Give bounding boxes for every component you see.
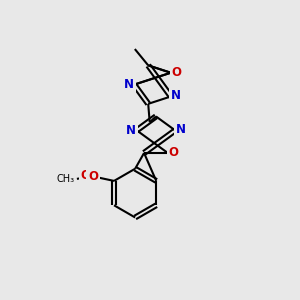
Text: N: N: [124, 78, 134, 91]
Text: O: O: [81, 169, 91, 182]
Text: O: O: [88, 170, 98, 183]
Text: N: N: [176, 123, 186, 136]
Text: O: O: [169, 146, 179, 160]
Text: N: N: [126, 124, 136, 137]
Text: O: O: [172, 66, 182, 79]
Text: CH₃: CH₃: [56, 174, 74, 184]
Text: N: N: [171, 89, 181, 102]
